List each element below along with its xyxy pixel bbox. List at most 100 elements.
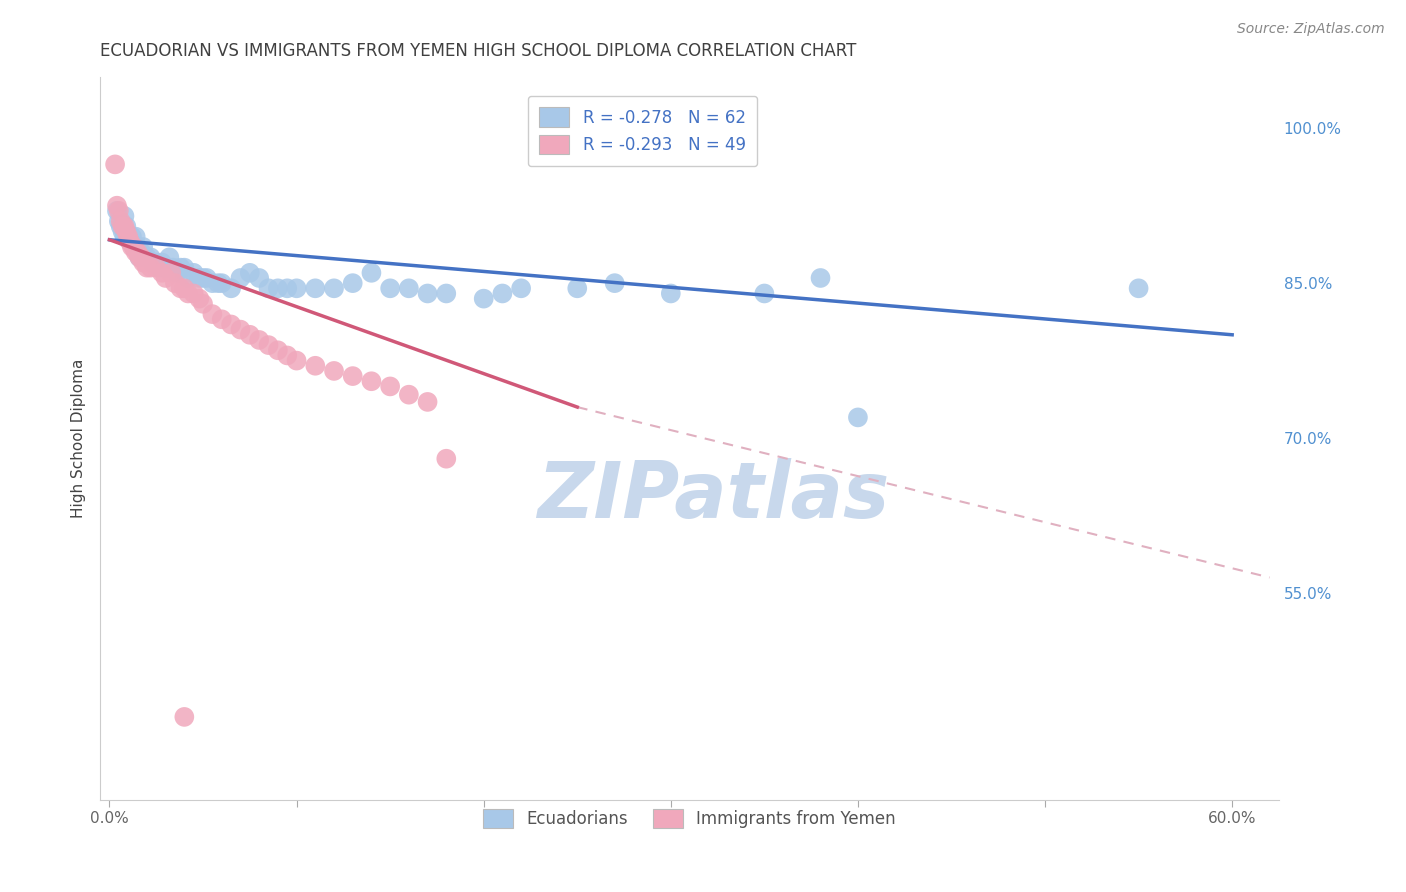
Point	[111, 225, 134, 239]
Point	[120, 235, 142, 249]
Point	[188, 292, 211, 306]
Point	[149, 260, 172, 275]
Point	[145, 260, 167, 275]
Point	[150, 266, 173, 280]
Point	[135, 250, 157, 264]
Point	[110, 219, 132, 234]
Point	[342, 276, 364, 290]
Point	[491, 286, 513, 301]
Point	[166, 266, 188, 280]
Point	[1128, 281, 1150, 295]
Point	[211, 312, 233, 326]
Point	[416, 286, 439, 301]
Point	[276, 348, 298, 362]
Text: Source: ZipAtlas.com: Source: ZipAtlas.com	[1237, 22, 1385, 37]
Point	[434, 286, 457, 301]
Point	[201, 276, 224, 290]
Point	[603, 276, 626, 290]
Point	[108, 214, 131, 228]
Point	[360, 374, 382, 388]
Point	[173, 260, 195, 275]
Point	[132, 240, 155, 254]
Point	[114, 209, 136, 223]
Point	[276, 281, 298, 295]
Point	[128, 250, 150, 264]
Point	[114, 219, 136, 234]
Point	[127, 240, 149, 254]
Point	[398, 387, 420, 401]
Point	[120, 235, 142, 249]
Legend: Ecuadorians, Immigrants from Yemen: Ecuadorians, Immigrants from Yemen	[477, 802, 903, 835]
Point	[285, 281, 308, 295]
Point	[207, 276, 229, 290]
Point	[122, 240, 145, 254]
Point	[191, 271, 214, 285]
Point	[139, 260, 162, 275]
Point	[183, 286, 205, 301]
Point	[132, 255, 155, 269]
Point	[134, 255, 156, 269]
Point	[229, 271, 252, 285]
Point	[567, 281, 589, 295]
Point	[304, 359, 326, 373]
Point	[754, 286, 776, 301]
Point	[114, 229, 136, 244]
Point	[239, 266, 262, 280]
Point	[191, 297, 214, 311]
Text: ECUADORIAN VS IMMIGRANTS FROM YEMEN HIGH SCHOOL DIPLOMA CORRELATION CHART: ECUADORIAN VS IMMIGRANTS FROM YEMEN HIGH…	[100, 42, 856, 60]
Point	[155, 271, 177, 285]
Point	[257, 338, 280, 352]
Point	[129, 250, 152, 264]
Point	[105, 199, 128, 213]
Point	[188, 271, 211, 285]
Point	[173, 710, 195, 724]
Point	[398, 281, 420, 295]
Point	[105, 203, 128, 218]
Point	[169, 281, 191, 295]
Point	[121, 240, 143, 254]
Point	[125, 229, 148, 244]
Point	[141, 255, 163, 269]
Point	[247, 271, 270, 285]
Point	[115, 225, 138, 239]
Point	[128, 250, 150, 264]
Point	[195, 271, 218, 285]
Point	[239, 327, 262, 342]
Point	[117, 229, 139, 244]
Point	[111, 219, 134, 234]
Point	[115, 219, 138, 234]
Point	[219, 318, 242, 332]
Point	[122, 240, 145, 254]
Point	[125, 245, 148, 260]
Point	[810, 271, 832, 285]
Point	[117, 229, 139, 244]
Point	[267, 343, 290, 358]
Point	[150, 255, 173, 269]
Point	[160, 266, 183, 280]
Point	[177, 286, 200, 301]
Point	[127, 245, 149, 260]
Point	[183, 266, 205, 280]
Point	[285, 353, 308, 368]
Point	[104, 157, 127, 171]
Point	[846, 410, 869, 425]
Point	[219, 281, 242, 295]
Point	[434, 451, 457, 466]
Point	[304, 281, 326, 295]
Point	[145, 255, 167, 269]
Point	[177, 271, 200, 285]
Point	[211, 276, 233, 290]
Point	[129, 245, 152, 260]
Point	[201, 307, 224, 321]
Text: ZIPatlas: ZIPatlas	[537, 458, 889, 534]
Point	[267, 281, 290, 295]
Point	[169, 260, 191, 275]
Point	[108, 203, 131, 218]
Point	[378, 281, 401, 295]
Point	[135, 260, 157, 275]
Y-axis label: High School Diploma: High School Diploma	[72, 359, 86, 517]
Point	[472, 292, 495, 306]
Point	[155, 260, 177, 275]
Point	[110, 214, 132, 228]
Point	[378, 379, 401, 393]
